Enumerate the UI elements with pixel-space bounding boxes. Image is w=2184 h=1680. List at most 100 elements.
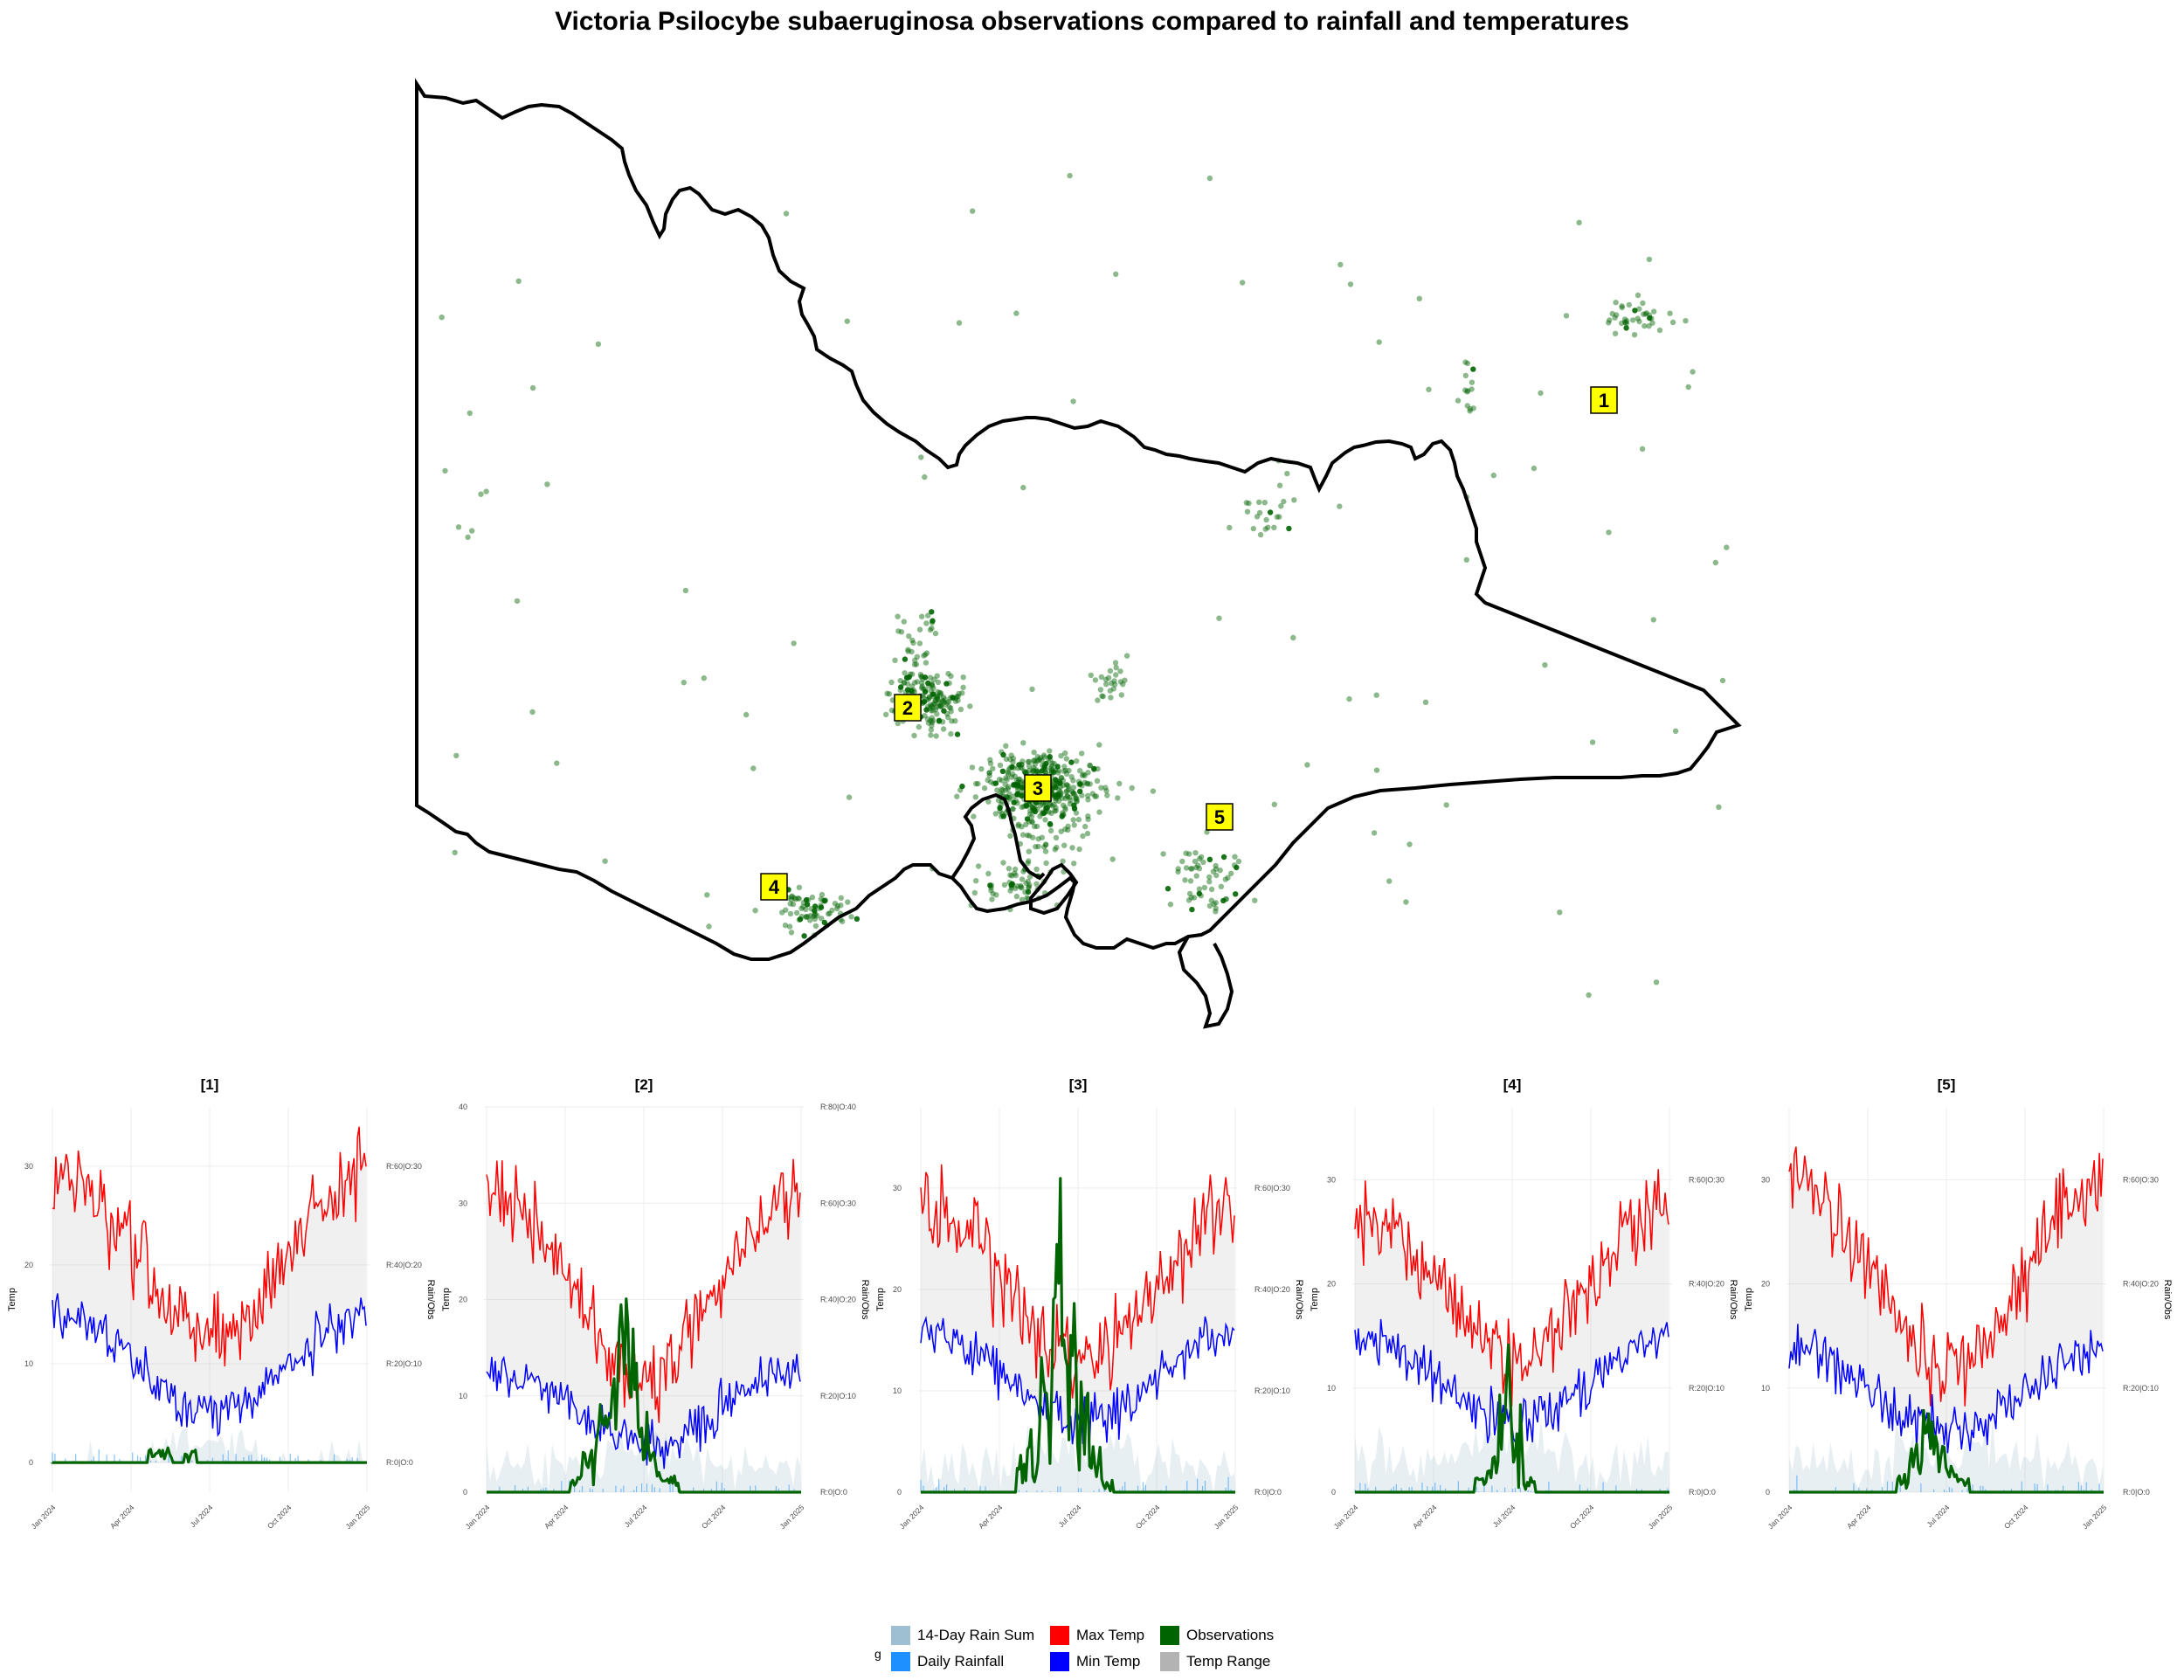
observation-point [1061,768,1068,774]
observation-point [838,902,844,909]
observation-point [1033,881,1040,887]
observation-point [797,916,804,923]
observation-point [1015,823,1021,829]
observation-point [1007,764,1013,771]
observation-point [800,903,806,910]
x-tick-label: Apr 2024 [1845,1503,1873,1531]
observation-point [819,891,826,898]
observation-point [1069,845,1075,851]
observation-point [1576,219,1582,225]
observation-point [1196,866,1203,872]
observation-point [1031,757,1037,764]
observation-point [1110,686,1117,692]
observation-point [954,731,961,737]
observation-point [1065,823,1071,829]
observation-point [1082,779,1088,785]
observation-point [1092,677,1099,683]
observation-point [952,695,959,702]
observation-point [1118,692,1125,698]
observation-point [1018,884,1024,890]
observation-point [1032,808,1039,815]
observation-point [906,633,912,640]
observation-point [1213,905,1219,911]
observation-point [1186,851,1192,857]
legend-label: Daily Rainfall [917,1653,1005,1670]
x-tick-label: Oct 2024 [266,1503,294,1531]
observation-point [924,703,931,710]
legend-item-daily-rainfall: Daily Rainfall [891,1651,1004,1672]
observation-point [1640,300,1646,307]
observation-point [946,704,953,710]
observation-point [941,699,947,706]
observation-point [1265,524,1271,530]
observation-point [936,703,943,709]
observation-point [1117,679,1124,685]
observation-point [1031,768,1037,774]
observation-point [1081,771,1087,778]
secondary-tick-label: R:0|O:0 [1254,1488,1282,1497]
observation-point [1062,826,1068,833]
observation-point [1188,895,1194,901]
observation-point [930,708,936,714]
y-tick-label: 10 [24,1359,33,1368]
observation-point [1278,503,1284,509]
legend-item-max-temp: Max Temp [1050,1625,1144,1646]
victoria-map: 1 2 3 4 5 [415,78,1742,1029]
observation-point [1614,312,1620,318]
observation-point [821,919,827,926]
legend-item-observations: Observations [1160,1625,1274,1646]
observation-point [483,488,489,494]
x-tick-label: Jan 2024 [898,1503,926,1531]
observation-point [1211,901,1217,908]
observation-point [1053,798,1059,804]
observation-point [1623,325,1629,331]
observation-point [1064,787,1070,794]
observation-point [800,900,807,906]
panel-3: [3] 0 R:0|O:0 10 R:20|O:10 20 R:40|O:20 30 R:60|… [868,1070,1305,1577]
observation-point [945,714,951,721]
secondary-tick-label: R:0|O:0 [2123,1488,2150,1497]
observation-point [1066,767,1072,774]
observation-point [1109,680,1115,687]
observation-point [846,794,853,800]
observation-point [1213,900,1220,906]
observation-point [1160,851,1166,857]
observation-point [944,700,950,706]
observation-point [1007,872,1013,878]
observation-point [1223,896,1229,902]
observation-point [928,702,934,708]
observation-point [812,912,818,919]
observation-point [1032,823,1038,830]
observation-point [927,674,934,681]
observation-point [916,640,923,646]
observation-point [1047,748,1053,754]
observation-point [1048,763,1055,769]
observation-point [1030,834,1036,840]
observation-point [1034,806,1040,812]
observation-point [812,910,819,917]
observation-point [1099,693,1105,699]
observation-point [956,690,962,697]
observation-point [1062,750,1068,757]
observation-point [1621,316,1628,322]
x-tick-label: Jul 2024 [1057,1503,1083,1529]
observation-point [935,688,941,695]
observation-point [1005,770,1012,776]
observation-point [1024,895,1030,901]
observation-point [844,318,850,324]
observation-point [985,777,991,784]
observation-point [1029,804,1035,811]
observation-point [985,870,992,877]
observation-point [829,907,835,914]
x-tick-label: Oct 2024 [700,1503,728,1531]
observation-point [1089,791,1096,797]
secondary-axis-label: Rain/Obs [2162,1280,2173,1320]
observation-point [1196,855,1203,862]
observation-point [936,718,943,725]
observation-point [602,858,608,864]
observation-point [1613,300,1619,306]
observation-point [1220,897,1227,904]
observation-point [1054,764,1061,770]
observation-point [999,768,1006,774]
observation-point [1033,757,1040,764]
